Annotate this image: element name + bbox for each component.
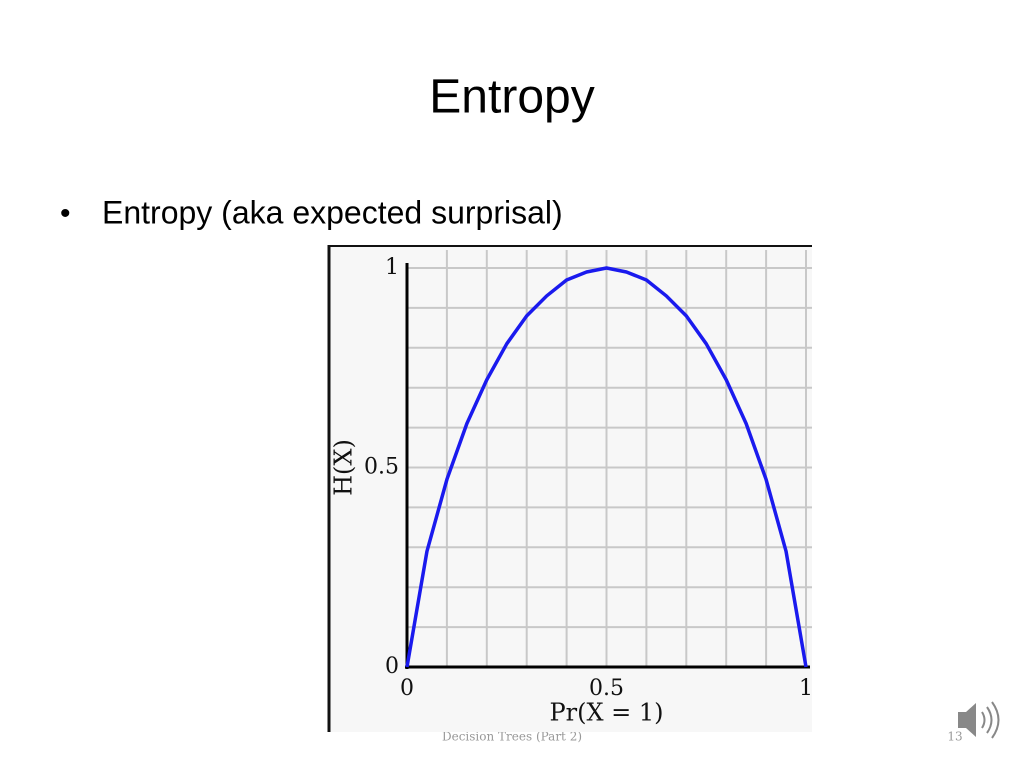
y-axis-label: H(X) (330, 439, 358, 496)
x-tick-label: 0 (400, 676, 414, 701)
page-number: 13 (947, 730, 962, 744)
chart: 0 0.5 1 0 0.5 1 Pr(X = 1) H(X) (330, 250, 813, 727)
slide-title: Entropy (429, 71, 594, 124)
footer: Decision Trees (Part 2) (442, 730, 582, 744)
entropy-curve (405, 266, 808, 668)
chart-image (328, 246, 812, 732)
y-tick-label: 0.5 (364, 455, 399, 480)
bullet-marker: • (60, 197, 71, 230)
x-axis-label: Pr(X = 1) (549, 699, 663, 727)
speaker-body (958, 703, 976, 737)
speaker-icon[interactable] (958, 701, 1000, 739)
x-tick-label: 1 (799, 676, 813, 701)
bullet-text: Entropy (aka expected surprisal) (102, 194, 563, 230)
y-tick-label: 1 (385, 255, 399, 280)
speaker-waves (981, 701, 1000, 739)
y-tick-label: 0 (385, 654, 399, 679)
x-tick-label: 0.5 (589, 676, 624, 701)
